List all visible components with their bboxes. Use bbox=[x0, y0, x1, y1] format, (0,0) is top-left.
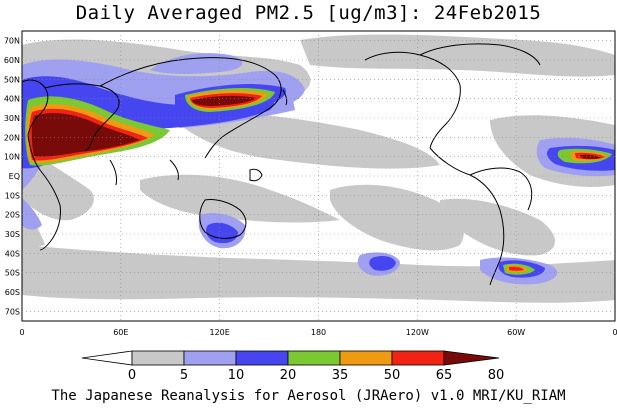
legend-tick-label: 20 bbox=[280, 368, 297, 383]
pm25-map: 70N 60N 50N 40N 30N 20N 10N EQ 10S 20S 30S 40S 50S 60… bbox=[4, 30, 617, 383]
lat-label: 50N bbox=[4, 75, 20, 84]
legend-tick-label: 35 bbox=[332, 368, 349, 383]
lat-label: 70N bbox=[4, 37, 20, 46]
lat-label: 40S bbox=[5, 249, 20, 258]
lat-label: 50S bbox=[5, 269, 20, 278]
lat-label: 60N bbox=[4, 56, 20, 65]
map-title: Daily Averaged PM2.5 [ug/m3]: 24Feb2015 bbox=[75, 2, 542, 24]
lat-label: 30S bbox=[5, 230, 20, 239]
legend-tick-label: 65 bbox=[436, 368, 453, 383]
legend-tick-label: 50 bbox=[384, 368, 401, 383]
lon-label: 180 bbox=[311, 328, 326, 337]
lat-label: 70S bbox=[5, 307, 20, 316]
lat-label: 10S bbox=[5, 191, 20, 200]
lon-label: 0 bbox=[612, 328, 617, 337]
lat-label: 20S bbox=[5, 211, 20, 220]
legend-swatch bbox=[339, 350, 393, 366]
legend-swatch bbox=[287, 350, 341, 366]
lat-label: 60S bbox=[5, 288, 20, 297]
latitude-labels: 70N 60N 50N 40N 30N 20N 10N EQ 10S 20S 30S 40S 50S 60… bbox=[4, 37, 20, 317]
legend-tick-label: 0 bbox=[128, 368, 136, 383]
lon-label: 60W bbox=[507, 328, 525, 337]
legend-swatch bbox=[131, 350, 185, 366]
lat-label: EQ bbox=[9, 172, 20, 181]
longitude-labels: 0 60E 120E 180 120W 60W 0 bbox=[19, 328, 617, 337]
legend-tick-label: 80 bbox=[488, 368, 505, 383]
lon-label: 120W bbox=[406, 328, 429, 337]
lon-label: 0 bbox=[19, 328, 24, 337]
footer-credit: The Japanese Reanalysis for Aerosol (JRA… bbox=[51, 388, 566, 404]
grid-lines bbox=[22, 31, 615, 321]
lat-label: 30N bbox=[4, 114, 20, 123]
legend-swatch bbox=[235, 350, 289, 366]
lon-label: 120E bbox=[210, 328, 230, 337]
lat-label: 40N bbox=[4, 95, 20, 104]
legend-arrow-low bbox=[81, 350, 133, 366]
color-legend: 0 5 10 20 35 50 65 80 bbox=[81, 350, 505, 383]
legend-arrow-high bbox=[443, 350, 500, 366]
lat-label: 10N bbox=[4, 153, 20, 162]
lat-label: 20N bbox=[4, 133, 20, 142]
legend-tick-label: 10 bbox=[228, 368, 245, 383]
legend-swatch bbox=[391, 350, 445, 366]
lon-label: 60E bbox=[113, 328, 128, 337]
legend-swatch bbox=[183, 350, 237, 366]
legend-tick-label: 5 bbox=[180, 368, 188, 383]
